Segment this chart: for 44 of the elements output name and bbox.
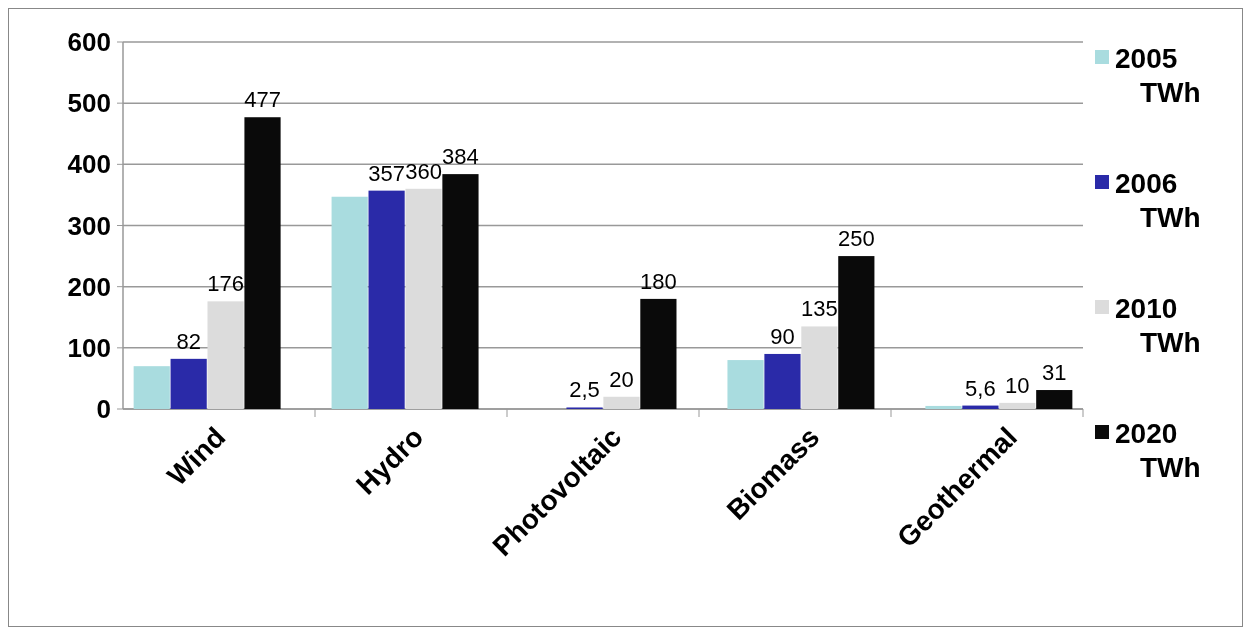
bar bbox=[405, 188, 442, 409]
data-label: 477 bbox=[244, 87, 281, 113]
bar bbox=[331, 196, 368, 409]
bar bbox=[727, 360, 764, 409]
legend-label: 2005 TWh bbox=[1115, 43, 1201, 108]
data-label: 135 bbox=[801, 296, 838, 322]
y-tick-label: 600 bbox=[67, 27, 111, 58]
bar bbox=[801, 326, 838, 409]
bar bbox=[603, 396, 640, 409]
bar bbox=[133, 366, 170, 409]
bar bbox=[640, 298, 677, 409]
bar bbox=[1036, 390, 1073, 409]
bar bbox=[170, 358, 207, 409]
y-tick-label: 0 bbox=[96, 394, 111, 425]
bar bbox=[368, 190, 405, 409]
bar bbox=[764, 353, 801, 409]
legend-label: 2006 TWh bbox=[1115, 168, 1201, 233]
bar bbox=[999, 402, 1036, 409]
data-label: 90 bbox=[770, 323, 795, 349]
data-label: 176 bbox=[207, 271, 244, 297]
data-label: 357 bbox=[368, 160, 405, 186]
data-label: 31 bbox=[1042, 360, 1067, 386]
data-label: 250 bbox=[837, 226, 875, 252]
data-label: 360 bbox=[405, 158, 442, 184]
data-label: 82 bbox=[176, 328, 201, 354]
data-label: 20 bbox=[609, 366, 634, 392]
bar bbox=[838, 256, 875, 409]
y-tick-label: 400 bbox=[67, 149, 111, 180]
legend-label: 2020 TWh bbox=[1115, 418, 1201, 483]
data-label: 180 bbox=[640, 268, 677, 294]
bar bbox=[207, 301, 244, 409]
data-label: 10 bbox=[1005, 372, 1030, 398]
bar bbox=[244, 117, 281, 409]
legend-label: 2010 TWh bbox=[1115, 293, 1201, 358]
bar bbox=[962, 405, 999, 409]
y-tick-label: 500 bbox=[67, 88, 111, 119]
data-label: 384 bbox=[442, 144, 479, 170]
bar bbox=[442, 174, 479, 409]
data-label: 5,6 bbox=[965, 375, 996, 401]
bar bbox=[925, 405, 962, 409]
data-label: 2,5 bbox=[569, 377, 600, 403]
y-tick-label: 200 bbox=[67, 271, 111, 302]
y-tick-label: 300 bbox=[67, 210, 111, 241]
y-tick-label: 100 bbox=[67, 332, 111, 363]
